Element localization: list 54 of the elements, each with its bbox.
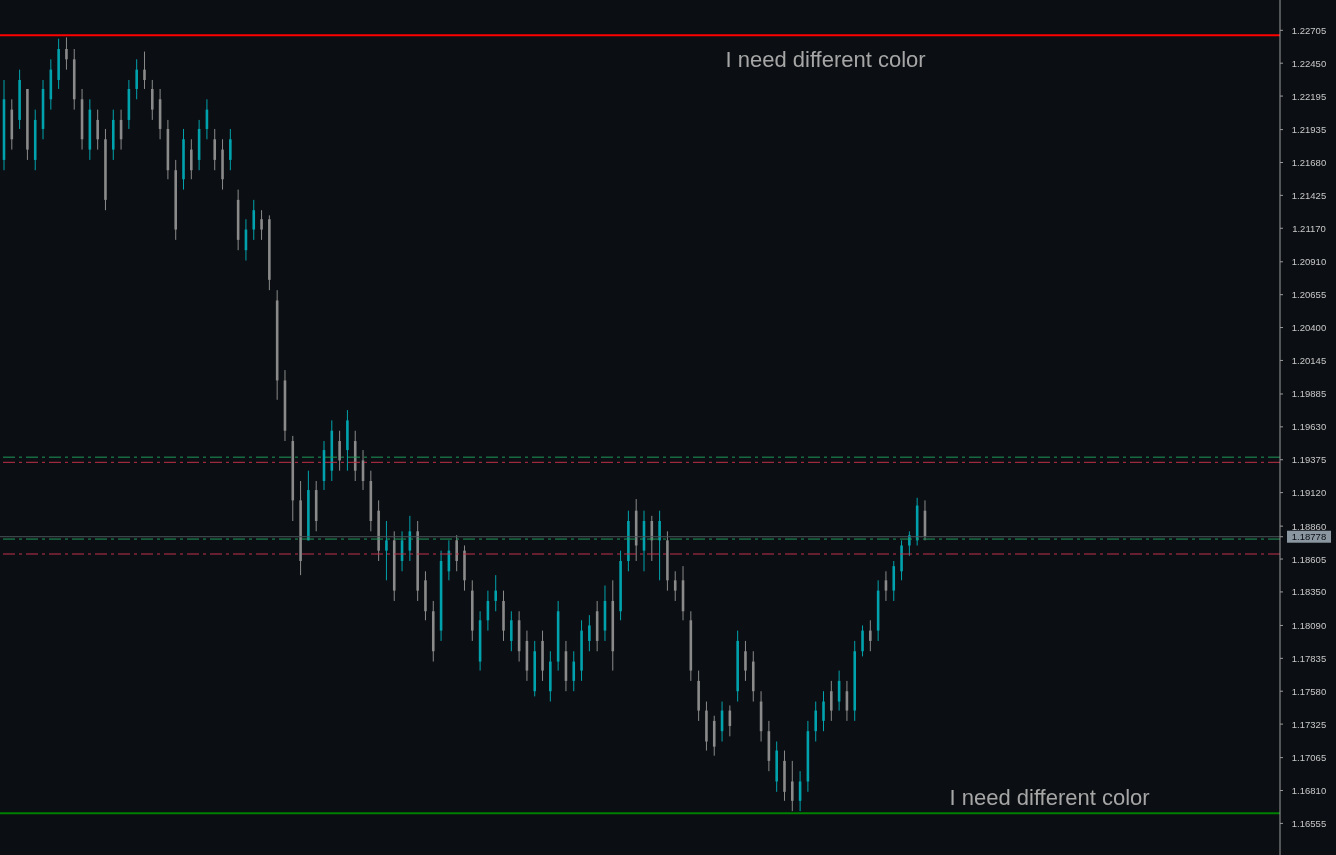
candlestick (143, 51, 146, 90)
candlestick (260, 209, 263, 241)
candlestick (790, 760, 794, 812)
y-tick-label: 1.19885 (1291, 388, 1327, 400)
candlestick (861, 624, 864, 657)
y-tick-label: 1.17065 (1291, 752, 1327, 764)
ref-line-label: I need different color (949, 785, 1150, 811)
candlestick (96, 109, 99, 151)
candlestick (572, 650, 576, 692)
y-tick-label: 1.22195 (1291, 90, 1327, 102)
candlestick (385, 520, 388, 581)
y-tick-label: 1.17835 (1291, 652, 1327, 664)
candlestick (658, 510, 661, 581)
y-tick-label: 1.17580 (1291, 685, 1327, 697)
candlestick (150, 79, 154, 121)
y-tick-label: 1.20400 (1291, 322, 1327, 334)
candlestick (822, 690, 825, 732)
y-tick-label: 1.18090 (1291, 619, 1327, 631)
y-tick-label: 1.16810 (1291, 785, 1327, 797)
candlestick (588, 614, 591, 652)
candlestick (494, 574, 498, 612)
y-tick-label: 1.22705 (1291, 24, 1327, 36)
y-tick-label: 1.20910 (1291, 256, 1327, 268)
candlestick (135, 58, 138, 100)
candlestick (338, 430, 341, 472)
y-tick-label: 1.22450 (1291, 57, 1327, 69)
candlestick (455, 534, 458, 572)
candlestick (229, 128, 232, 171)
candlestick (510, 610, 513, 652)
y-tick-label: 1.21170 (1292, 222, 1326, 234)
y-tick-label: 1.20655 (1291, 289, 1327, 301)
candlestick (252, 199, 256, 241)
candlestick (213, 128, 217, 171)
candlestick (673, 570, 677, 602)
y-tick-label: 1.18778 (1291, 531, 1327, 543)
y-tick-label: 1.21680 (1291, 156, 1327, 168)
y-tick-label: 1.17325 (1291, 718, 1327, 730)
candlestick (744, 640, 747, 682)
y-tick-label: 1.16555 (1291, 817, 1327, 829)
y-tick-label: 1.19375 (1291, 454, 1327, 466)
candlestick (65, 36, 68, 71)
y-tick-label: 1.19120 (1291, 487, 1327, 499)
ref-line-label: I need different color (725, 47, 926, 73)
candlestick (814, 701, 818, 743)
y-tick-label: 1.20145 (1291, 354, 1327, 366)
y-tick-label: 1.19630 (1291, 421, 1327, 433)
candlestick (190, 138, 193, 180)
y-tick-label: 1.18605 (1291, 553, 1327, 565)
y-tick-label: 1.21425 (1291, 189, 1327, 201)
candlestick (869, 619, 872, 652)
y-tick-label: 1.21935 (1291, 124, 1327, 136)
y-tick-label: 1.18860 (1291, 520, 1327, 532)
y-tick-label: 1.18350 (1291, 586, 1327, 598)
candlestick (830, 680, 833, 722)
